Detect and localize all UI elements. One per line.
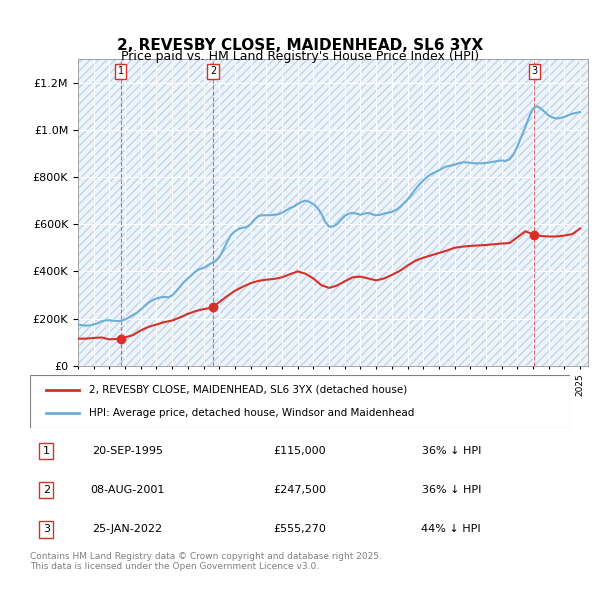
Bar xyxy=(227,59,235,366)
Bar xyxy=(164,59,172,366)
Bar xyxy=(133,59,141,366)
Text: HPI: Average price, detached house, Windsor and Maidenhead: HPI: Average price, detached house, Wind… xyxy=(89,408,415,418)
Bar xyxy=(361,59,368,366)
Bar xyxy=(407,59,415,366)
Bar xyxy=(525,59,533,366)
Bar xyxy=(329,59,337,366)
Bar xyxy=(274,59,282,366)
Bar xyxy=(259,59,266,366)
Bar xyxy=(549,59,557,366)
Bar xyxy=(313,59,321,366)
Text: 2, REVESBY CLOSE, MAIDENHEAD, SL6 3YX: 2, REVESBY CLOSE, MAIDENHEAD, SL6 3YX xyxy=(117,38,483,53)
Bar xyxy=(557,59,565,366)
Bar xyxy=(502,59,509,366)
Text: £247,500: £247,500 xyxy=(274,485,326,495)
Bar xyxy=(376,59,384,366)
Text: 20-SEP-1995: 20-SEP-1995 xyxy=(92,446,163,456)
Bar xyxy=(353,59,361,366)
Bar xyxy=(321,59,329,366)
Text: 1: 1 xyxy=(43,446,50,456)
Bar xyxy=(463,59,470,366)
Text: £115,000: £115,000 xyxy=(274,446,326,456)
Text: 2, REVESBY CLOSE, MAIDENHEAD, SL6 3YX (detached house): 2, REVESBY CLOSE, MAIDENHEAD, SL6 3YX (d… xyxy=(89,385,407,395)
Text: 36% ↓ HPI: 36% ↓ HPI xyxy=(422,485,481,495)
Bar xyxy=(337,59,345,366)
Text: 3: 3 xyxy=(43,525,50,535)
Bar xyxy=(439,59,447,366)
Bar xyxy=(305,59,313,366)
Bar xyxy=(266,59,274,366)
Bar xyxy=(565,59,572,366)
Bar xyxy=(345,59,353,366)
Text: 44% ↓ HPI: 44% ↓ HPI xyxy=(421,525,481,535)
Bar xyxy=(533,59,541,366)
Bar xyxy=(290,59,298,366)
Text: 3: 3 xyxy=(531,66,537,76)
Bar xyxy=(101,59,109,366)
Bar xyxy=(211,59,219,366)
Bar xyxy=(94,59,101,366)
Bar xyxy=(494,59,502,366)
Bar xyxy=(384,59,392,366)
Bar xyxy=(243,59,251,366)
Text: 36% ↓ HPI: 36% ↓ HPI xyxy=(422,446,481,456)
Bar xyxy=(400,59,407,366)
Bar xyxy=(125,59,133,366)
Text: 08-AUG-2001: 08-AUG-2001 xyxy=(90,485,164,495)
Bar xyxy=(180,59,188,366)
Bar xyxy=(509,59,517,366)
Text: 2: 2 xyxy=(43,485,50,495)
Bar xyxy=(580,59,588,366)
Bar xyxy=(455,59,463,366)
Bar xyxy=(219,59,227,366)
Bar xyxy=(415,59,423,366)
Bar xyxy=(298,59,305,366)
Bar xyxy=(478,59,486,366)
Bar xyxy=(86,59,94,366)
Bar xyxy=(368,59,376,366)
Bar xyxy=(486,59,494,366)
Bar xyxy=(572,59,580,366)
Bar xyxy=(117,59,125,366)
Bar xyxy=(78,59,86,366)
Bar xyxy=(470,59,478,366)
Bar xyxy=(517,59,525,366)
Text: Contains HM Land Registry data © Crown copyright and database right 2025.
This d: Contains HM Land Registry data © Crown c… xyxy=(30,552,382,571)
Bar xyxy=(541,59,549,366)
Text: 25-JAN-2022: 25-JAN-2022 xyxy=(92,525,162,535)
Bar xyxy=(423,59,431,366)
Bar xyxy=(149,59,157,366)
Bar xyxy=(392,59,400,366)
Bar xyxy=(251,59,259,366)
Bar xyxy=(235,59,243,366)
Bar xyxy=(109,59,117,366)
Bar xyxy=(141,59,149,366)
Bar xyxy=(447,59,455,366)
Bar xyxy=(172,59,180,366)
FancyBboxPatch shape xyxy=(30,375,570,428)
Text: £555,270: £555,270 xyxy=(274,525,326,535)
Bar xyxy=(203,59,211,366)
Text: 1: 1 xyxy=(118,66,124,76)
Text: Price paid vs. HM Land Registry's House Price Index (HPI): Price paid vs. HM Land Registry's House … xyxy=(121,50,479,63)
Bar xyxy=(282,59,290,366)
Bar xyxy=(188,59,196,366)
Text: 2: 2 xyxy=(210,66,216,76)
Bar xyxy=(431,59,439,366)
Bar xyxy=(157,59,164,366)
Bar xyxy=(196,59,203,366)
